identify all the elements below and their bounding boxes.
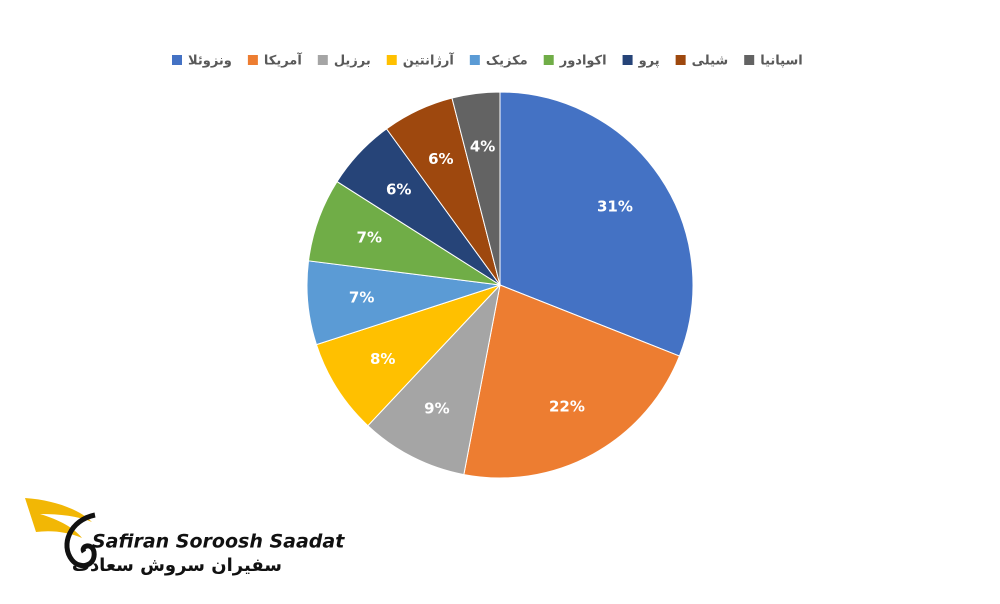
legend-swatch bbox=[247, 55, 258, 65]
logo: Safiran Soroosh Saadat سفیران سروش سعادت bbox=[25, 498, 345, 576]
legend-label: آرژانتین bbox=[403, 52, 455, 69]
legend-label: آمریکا bbox=[264, 52, 302, 69]
legend-label: ونزوئلا bbox=[188, 54, 232, 69]
legend-swatch bbox=[469, 55, 480, 65]
legend-label: شیلی bbox=[692, 54, 729, 69]
data-label: 31% bbox=[597, 197, 633, 215]
logo-name-en: Safiran Soroosh Saadat bbox=[92, 531, 345, 553]
pie-slice bbox=[451, 91, 501, 286]
legend: ونزوئلا آمریکا برزیل آرژانتین مکزیک اکوادور پر… bbox=[172, 52, 803, 69]
legend-swatch bbox=[675, 55, 686, 65]
legend-label: اسپانیا bbox=[760, 54, 803, 69]
pie: 31% 22% 9% 8% 7% 7% 6% 6% 4% bbox=[306, 91, 694, 479]
legend-swatch bbox=[622, 55, 633, 65]
data-label: 9% bbox=[424, 399, 449, 417]
data-label: 7% bbox=[357, 228, 382, 246]
data-label: 6% bbox=[428, 150, 453, 168]
pie-slice bbox=[499, 91, 694, 357]
data-label: 7% bbox=[349, 289, 374, 307]
legend-label: مکزیک bbox=[486, 54, 528, 69]
pie-slice bbox=[463, 284, 681, 479]
pie-slice bbox=[315, 284, 501, 427]
logo-name-fa: سفیران سروش سعادت bbox=[72, 555, 282, 576]
legend-label: پرو bbox=[638, 54, 660, 69]
legend-label: اکوادور bbox=[559, 54, 607, 69]
legend-swatch bbox=[317, 55, 328, 65]
pie-slice bbox=[367, 283, 501, 476]
legend-swatch bbox=[744, 55, 755, 65]
legend-swatch bbox=[172, 55, 182, 65]
data-label: 22% bbox=[549, 397, 585, 415]
logo-bird bbox=[64, 512, 97, 569]
legend-swatch bbox=[543, 55, 554, 65]
legend-swatch bbox=[386, 55, 397, 65]
legend-label: برزیل bbox=[334, 54, 371, 69]
logo-wing bbox=[25, 498, 92, 538]
data-label: 6% bbox=[386, 180, 411, 198]
data-label: 4% bbox=[470, 138, 495, 156]
data-label: 8% bbox=[370, 350, 395, 368]
